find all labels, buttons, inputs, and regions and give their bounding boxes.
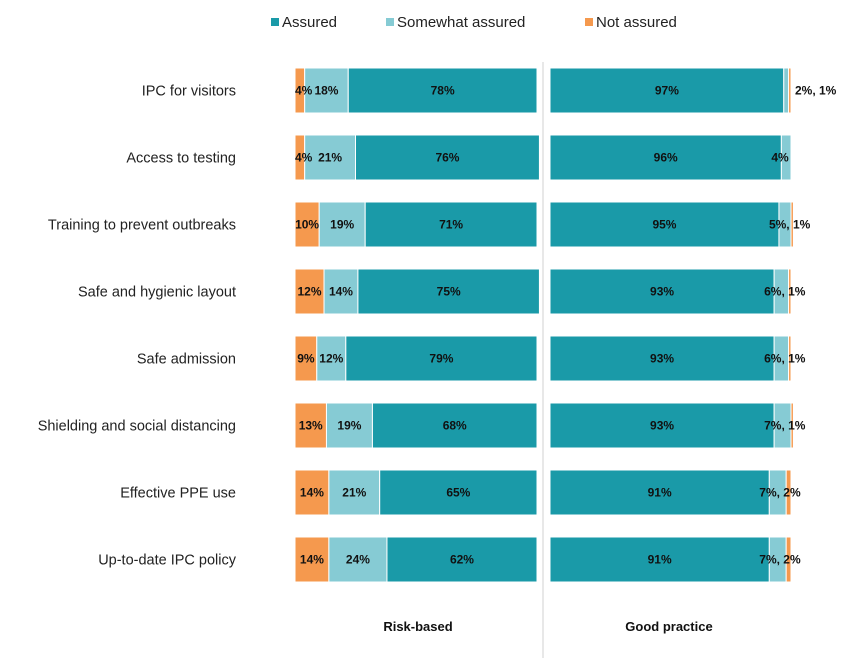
value-label-assured: 91% [648,486,672,500]
bar-assured [379,469,538,516]
bar-not-assured [790,201,794,248]
bar-assured [345,335,538,382]
value-label-not-assured: 14% [300,553,324,567]
category-label: Up-to-date IPC policy [98,553,237,569]
value-label-somewhat-assured: 12% [319,352,343,366]
value-label-assured: 79% [429,352,453,366]
bar-not-assured [788,335,792,382]
bar-somewhat-assured [323,268,359,315]
bar-somewhat-assured [783,67,790,114]
category-labels: IPC for visitors Access to testing Trainin… [38,84,237,569]
bar-somewhat-assured [780,134,792,181]
legend-label-not-assured: Not assured [596,14,677,31]
legend-label-assured: Assured [282,14,337,31]
value-label-not-assured: 9% [297,352,315,366]
value-label-assured: 68% [443,419,467,433]
legend-swatch-somewhat-assured [386,18,394,26]
value-label-not-assured: 4% [295,84,313,98]
bar-assured [549,134,782,181]
bar-somewhat-assured [328,536,388,583]
bar-not-assured [294,402,327,449]
value-label-somewhat-assured: 18% [314,84,338,98]
category-label: Shielding and social distancing [38,419,236,435]
value-label-assured: 96% [654,151,678,165]
category-label: Training to prevent outbreaks [48,218,236,234]
value-label-assured: 78% [431,84,455,98]
bar-not-assured [785,469,792,516]
panel-labels: Risk-based Good practice [383,619,712,634]
value-label-somewhat-assured: 24% [346,553,370,567]
category-label: IPC for visitors [142,84,236,100]
bar-not-assured [294,201,320,248]
bar-somewhat-assured [318,201,366,248]
value-label-assured: 65% [446,486,470,500]
value-label-assured: 93% [650,419,674,433]
value-label-not-assured: 14% [300,486,324,500]
bar-not-assured [788,67,792,114]
bars [294,67,794,583]
value-label-assured: 75% [437,285,461,299]
value-label-minority: 2%, 1% [795,84,837,98]
value-label-not-assured: 12% [298,285,322,299]
value-label-somewhat-assured: 14% [329,285,353,299]
legend-swatch-not-assured [585,18,593,26]
legend-swatch-assured [271,18,279,26]
value-label-assured: 93% [650,352,674,366]
value-label-assured: 71% [439,218,463,232]
value-label-assured: 97% [655,84,679,98]
value-label-somewhat-assured: 19% [337,419,361,433]
bar-assured [549,335,775,382]
value-label-minority: 7%, 1% [764,419,806,433]
bar-not-assured [294,469,330,516]
bar-somewhat-assured [316,335,347,382]
bar-assured [549,536,770,583]
panel-label: Risk-based [383,619,452,634]
value-labels: 4% 18% 78%4% 21% 76%10% 19% 71%12% 14% 75%9% 12% 7… [295,84,837,567]
value-label-somewhat-assured: 19% [330,218,354,232]
category-label: Safe admission [137,352,236,368]
bar-somewhat-assured [328,469,381,516]
value-label-somewhat-assured: 21% [318,151,342,165]
bar-somewhat-assured [325,402,373,449]
bar-assured [549,469,770,516]
value-label-assured: 76% [435,151,459,165]
value-label-minority: 4% [771,151,789,165]
legend: Assured Somewhat assured Not assured [271,14,677,31]
value-label-assured: 93% [650,285,674,299]
value-label-not-assured: 4% [295,151,313,165]
bar-assured [549,201,780,248]
category-label: Access to testing [126,151,236,167]
value-label-somewhat-assured: 21% [342,486,366,500]
category-label: Safe and hygienic layout [78,285,236,301]
bar-assured [357,268,540,315]
bar-assured [364,201,538,248]
category-label: Effective PPE use [120,486,236,502]
bar-not-assured [785,536,792,583]
legend-label-somewhat-assured: Somewhat assured [397,14,525,31]
bar-assured [371,402,538,449]
value-label-minority: 6%, 1% [764,285,806,299]
bar-assured [549,268,775,315]
value-label-not-assured: 10% [295,218,319,232]
value-label-minority: 7%, 2% [759,486,801,500]
value-label-minority: 7%, 2% [759,553,801,567]
panel-label: Good practice [625,619,712,634]
bar-assured [549,67,785,114]
bar-assured [386,536,538,583]
value-label-minority: 6%, 1% [764,352,806,366]
value-label-assured: 91% [648,553,672,567]
value-label-minority: 5%, 1% [769,218,811,232]
value-label-assured: 95% [652,218,676,232]
bar-not-assured [294,268,325,315]
bar-assured [347,67,538,114]
bar-not-assured [790,402,794,449]
value-label-assured: 62% [450,553,474,567]
bar-not-assured [788,268,792,315]
bar-assured [355,134,540,181]
bar-assured [549,402,775,449]
value-label-not-assured: 13% [299,419,323,433]
